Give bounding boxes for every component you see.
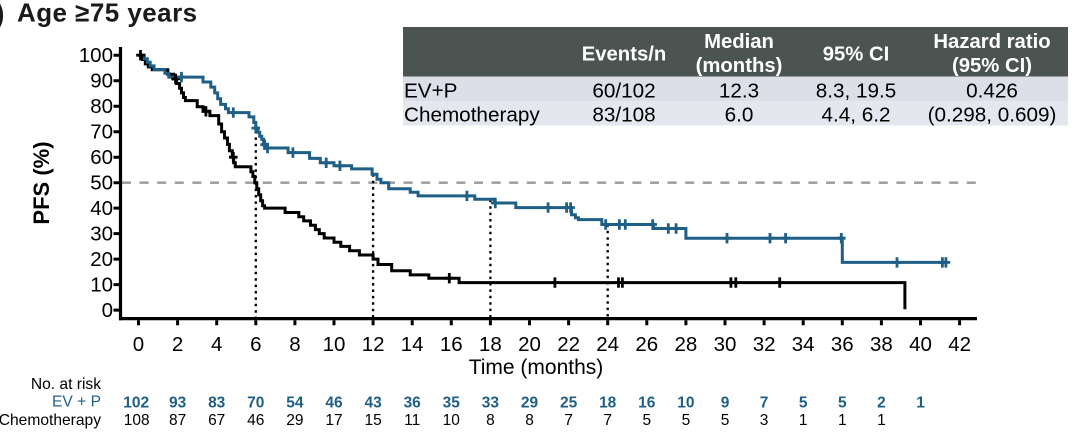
svg-text:18: 18 xyxy=(479,333,502,356)
svg-text:108: 108 xyxy=(124,412,150,429)
svg-text:24: 24 xyxy=(596,333,619,356)
svg-text:26: 26 xyxy=(635,333,658,356)
svg-text:30: 30 xyxy=(714,333,737,356)
svg-text:10: 10 xyxy=(323,333,346,356)
svg-text:5: 5 xyxy=(721,412,730,429)
svg-text:20: 20 xyxy=(90,248,113,271)
svg-text:83/108: 83/108 xyxy=(592,103,655,126)
svg-text:18: 18 xyxy=(599,394,617,411)
svg-text:5: 5 xyxy=(682,412,691,429)
svg-text:8.3, 19.5: 8.3, 19.5 xyxy=(816,80,897,103)
svg-text:Chemotherapy: Chemotherapy xyxy=(0,412,101,429)
svg-text:95% CI: 95% CI xyxy=(823,43,890,65)
svg-text:29: 29 xyxy=(286,412,303,429)
svg-text:46: 46 xyxy=(247,412,264,429)
svg-text:2: 2 xyxy=(172,333,183,356)
svg-text:87: 87 xyxy=(169,412,186,429)
svg-text:4.4, 6.2: 4.4, 6.2 xyxy=(821,103,890,126)
svg-text:5: 5 xyxy=(838,394,847,411)
svg-text:8: 8 xyxy=(289,333,300,356)
svg-text:Hazard ratio: Hazard ratio xyxy=(933,31,1050,53)
svg-text:8: 8 xyxy=(486,412,495,429)
svg-text:12: 12 xyxy=(362,333,385,356)
svg-text:70: 70 xyxy=(90,121,113,144)
svg-text:16: 16 xyxy=(638,394,656,411)
svg-text:No. at risk: No. at risk xyxy=(31,376,101,393)
svg-text:30: 30 xyxy=(90,223,113,246)
svg-text:35: 35 xyxy=(443,394,461,411)
svg-text:36: 36 xyxy=(404,394,422,411)
svg-text:28: 28 xyxy=(674,333,697,356)
svg-text:1: 1 xyxy=(877,412,886,429)
svg-text:15: 15 xyxy=(364,412,381,429)
svg-text:25: 25 xyxy=(560,394,578,411)
svg-text:46: 46 xyxy=(325,394,343,411)
svg-text:80: 80 xyxy=(90,95,113,118)
svg-text:2: 2 xyxy=(877,394,886,411)
svg-text:Chemotherapy: Chemotherapy xyxy=(404,103,540,126)
svg-text:60: 60 xyxy=(90,146,113,169)
svg-text:11: 11 xyxy=(404,412,420,429)
svg-text:6: 6 xyxy=(250,333,261,356)
svg-text:10: 10 xyxy=(677,394,694,411)
svg-text:7: 7 xyxy=(760,394,769,411)
svg-text:Age ≥75 years: Age ≥75 years xyxy=(17,0,198,28)
svg-text:0: 0 xyxy=(102,299,113,322)
svg-text:16: 16 xyxy=(440,333,463,356)
svg-text:100: 100 xyxy=(79,44,113,67)
svg-text:40: 40 xyxy=(909,333,932,356)
svg-text:70: 70 xyxy=(247,394,264,411)
svg-text:33: 33 xyxy=(482,394,500,411)
svg-text:10: 10 xyxy=(443,412,461,429)
svg-text:20: 20 xyxy=(518,333,541,356)
svg-text:7: 7 xyxy=(603,412,612,429)
svg-text:17: 17 xyxy=(325,412,342,429)
svg-text:93: 93 xyxy=(169,394,187,411)
svg-text:PFS (%): PFS (%) xyxy=(29,141,54,224)
svg-text:50: 50 xyxy=(90,172,113,195)
svg-text:90: 90 xyxy=(90,70,113,93)
svg-text:10: 10 xyxy=(90,274,113,297)
svg-text:Events/n: Events/n xyxy=(582,43,667,65)
svg-text:40: 40 xyxy=(90,197,113,220)
svg-text:14: 14 xyxy=(401,333,424,356)
svg-text:EV+P: EV+P xyxy=(404,80,457,103)
svg-text:8: 8 xyxy=(525,412,534,429)
svg-text:54: 54 xyxy=(286,394,304,411)
svg-text:102: 102 xyxy=(123,394,149,411)
svg-text:(0.298, 0.609): (0.298, 0.609) xyxy=(928,103,1057,126)
svg-text:3: 3 xyxy=(760,412,769,429)
svg-text:1: 1 xyxy=(916,394,925,411)
svg-text:1: 1 xyxy=(799,412,808,429)
svg-text:1: 1 xyxy=(838,412,847,429)
svg-text:Time (months): Time (months) xyxy=(469,356,604,379)
svg-text:0.426: 0.426 xyxy=(966,80,1018,103)
svg-text:43: 43 xyxy=(364,394,382,411)
svg-text:32: 32 xyxy=(753,333,776,356)
svg-text:12.3: 12.3 xyxy=(719,80,759,103)
svg-text:7: 7 xyxy=(564,412,573,429)
svg-text:4: 4 xyxy=(211,333,222,356)
svg-text:67: 67 xyxy=(208,412,225,429)
svg-text:42: 42 xyxy=(948,333,971,356)
svg-text:29: 29 xyxy=(521,394,539,411)
svg-text:36: 36 xyxy=(831,333,854,356)
svg-text:34: 34 xyxy=(792,333,815,356)
svg-text:0: 0 xyxy=(133,333,144,356)
svg-text:5: 5 xyxy=(799,394,808,411)
svg-text:38: 38 xyxy=(870,333,893,356)
svg-text:5: 5 xyxy=(642,412,651,429)
svg-text:(months): (months) xyxy=(696,55,783,77)
svg-text:): ) xyxy=(0,0,5,30)
svg-text:9: 9 xyxy=(721,394,730,411)
svg-text:60/102: 60/102 xyxy=(592,80,655,103)
svg-text:(95% CI): (95% CI) xyxy=(952,55,1032,77)
svg-text:83: 83 xyxy=(208,394,226,411)
svg-text:Median: Median xyxy=(704,31,774,53)
svg-text:6.0: 6.0 xyxy=(725,103,754,126)
svg-text:22: 22 xyxy=(557,333,580,356)
svg-text:EV + P: EV + P xyxy=(52,393,101,410)
